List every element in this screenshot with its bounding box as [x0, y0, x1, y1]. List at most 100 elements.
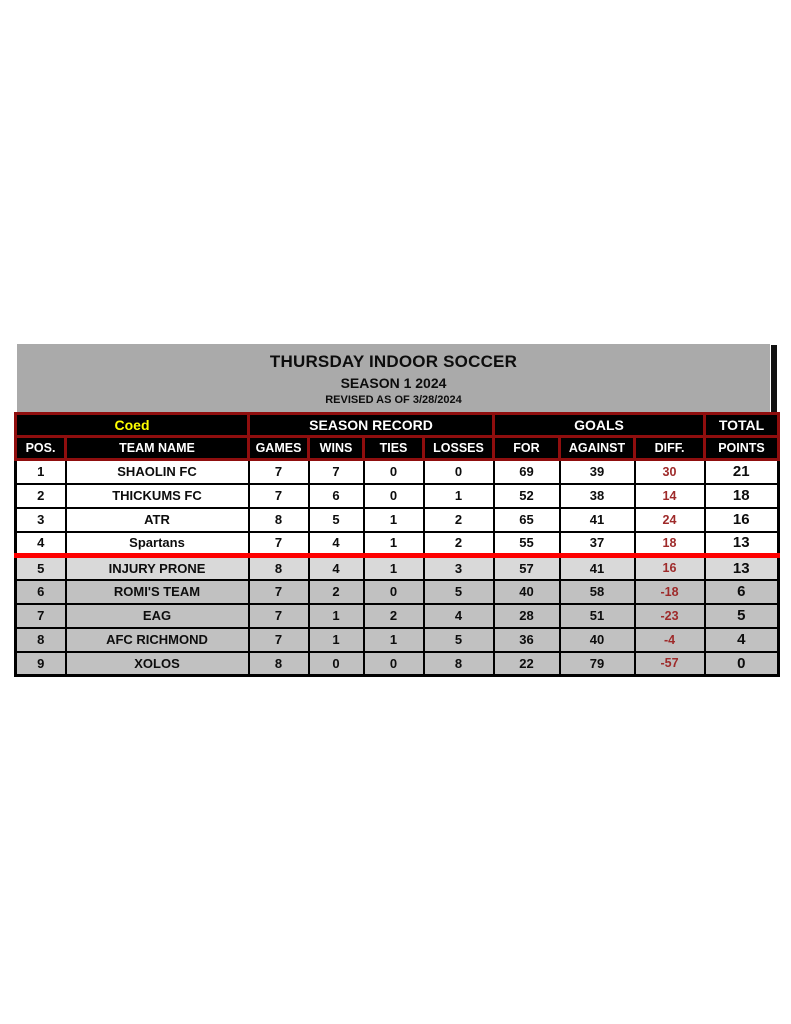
cell-wins: 1: [307, 626, 365, 653]
cell-points: 5: [703, 602, 780, 629]
cell-points: 6: [703, 578, 780, 605]
cell-games: 7: [247, 530, 310, 557]
cell-pos: 7: [14, 602, 67, 629]
cell-losses: 5: [422, 578, 495, 605]
group-header-total: TOTAL: [703, 412, 780, 438]
standings-body: 1 SHAOLIN FC 7 7 0 0 69 39 30 21 2 THICKUMS FC 7 6 0 1 5…: [14, 458, 780, 677]
cell-team: THICKUMS FC: [64, 482, 250, 509]
cell-wins: 4: [307, 553, 365, 581]
cell-diff: 18: [633, 530, 706, 557]
cell-for: 69: [492, 458, 561, 485]
cell-pos: 8: [14, 626, 67, 653]
cell-diff: -18: [633, 578, 706, 605]
cell-wins: 5: [307, 506, 365, 533]
column-header-points: POINTS: [703, 435, 780, 461]
cell-points: 0: [703, 650, 780, 677]
cell-diff: 16: [633, 553, 706, 581]
cell-games: 8: [247, 506, 310, 533]
column-header-games: GAMES: [247, 435, 310, 461]
cell-pos: 2: [14, 482, 67, 509]
cell-against: 40: [558, 626, 636, 653]
cell-ties: 0: [362, 482, 425, 509]
cell-ties: 0: [362, 458, 425, 485]
column-header-diff-: DIFF.: [633, 435, 706, 461]
cell-points: 13: [703, 553, 780, 581]
table-row: 4 Spartans 7 4 1 2 55 37 18 13: [14, 530, 780, 557]
table-row: 2 THICKUMS FC 7 6 0 1 52 38 14 18: [14, 482, 780, 509]
cell-against: 79: [558, 650, 636, 677]
table-row: 7 EAG 7 1 2 4 28 51 -23 5: [14, 602, 780, 629]
table-row: 3 ATR 8 5 1 2 65 41 24 16: [14, 506, 780, 533]
cell-ties: 1: [362, 626, 425, 653]
cell-for: 36: [492, 626, 561, 653]
cell-losses: 5: [422, 626, 495, 653]
table-row: 6 ROMI'S TEAM 7 2 0 5 40 58 -18 6: [14, 578, 780, 605]
cell-losses: 3: [422, 553, 495, 581]
page-title: THURSDAY INDOOR SOCCER: [269, 352, 518, 371]
cell-games: 7: [247, 626, 310, 653]
cell-against: 51: [558, 602, 636, 629]
standings-table: Coed SEASON RECORD GOALS TOTAL POS. TEAM NAM…: [14, 412, 780, 677]
column-header-losses: LOSSES: [422, 435, 495, 461]
cell-for: 52: [492, 482, 561, 509]
table-row: 5 INJURY PRONE 8 4 1 3 57 41 16 13: [14, 553, 780, 581]
cell-wins: 0: [307, 650, 365, 677]
cell-for: 40: [492, 578, 561, 605]
cell-for: 28: [492, 602, 561, 629]
cell-team: ROMI'S TEAM: [64, 578, 250, 605]
cell-diff: -23: [633, 602, 706, 629]
cell-team: XOLOS: [64, 650, 250, 677]
cell-games: 7: [247, 482, 310, 509]
cell-wins: 4: [307, 530, 365, 557]
cell-diff: 24: [633, 506, 706, 533]
cell-losses: 4: [422, 602, 495, 629]
cell-ties: 2: [362, 602, 425, 629]
cell-pos: 5: [14, 553, 67, 581]
season-subtitle: SEASON 1 2024: [340, 375, 447, 391]
column-header-for: FOR: [492, 435, 561, 461]
cell-losses: 2: [422, 530, 495, 557]
title-block: THURSDAY INDOOR SOCCER SEASON 1 2024 REV…: [17, 344, 770, 412]
cell-points: 13: [703, 530, 780, 557]
cell-losses: 2: [422, 506, 495, 533]
cell-team: AFC RICHMOND: [64, 626, 250, 653]
column-header-ties: TIES: [362, 435, 425, 461]
title-block-edge: [771, 345, 777, 412]
cell-team: INJURY PRONE: [64, 553, 250, 581]
cell-against: 38: [558, 482, 636, 509]
cell-team: ATR: [64, 506, 250, 533]
cell-for: 22: [492, 650, 561, 677]
cell-games: 7: [247, 458, 310, 485]
cell-games: 8: [247, 650, 310, 677]
cell-diff: 14: [633, 482, 706, 509]
cell-pos: 3: [14, 506, 67, 533]
cell-ties: 1: [362, 506, 425, 533]
group-header-goals: GOALS: [492, 412, 706, 438]
table-row: 1 SHAOLIN FC 7 7 0 0 69 39 30 21: [14, 458, 780, 485]
cell-pos: 6: [14, 578, 67, 605]
cell-ties: 0: [362, 578, 425, 605]
table-row: 9 XOLOS 8 0 0 8 22 79 -57 0: [14, 650, 780, 677]
cell-ties: 0: [362, 650, 425, 677]
cell-for: 57: [492, 553, 561, 581]
column-header-pos-: POS.: [14, 435, 67, 461]
cell-losses: 0: [422, 458, 495, 485]
group-header-season-record: SEASON RECORD: [247, 412, 495, 438]
cell-wins: 7: [307, 458, 365, 485]
cell-games: 7: [247, 578, 310, 605]
cell-team: Spartans: [64, 530, 250, 557]
cell-points: 21: [703, 458, 780, 485]
group-header-row: Coed SEASON RECORD GOALS TOTAL: [14, 412, 780, 438]
column-header-wins: WINS: [307, 435, 365, 461]
standings-header: Coed SEASON RECORD GOALS TOTAL POS. TEAM NAM…: [14, 412, 780, 461]
cell-team: SHAOLIN FC: [64, 458, 250, 485]
cell-for: 65: [492, 506, 561, 533]
cell-wins: 6: [307, 482, 365, 509]
cell-team: EAG: [64, 602, 250, 629]
column-header-team-name: TEAM NAME: [64, 435, 250, 461]
cell-against: 41: [558, 553, 636, 581]
cell-points: 4: [703, 626, 780, 653]
table-row: 8 AFC RICHMOND 7 1 1 5 36 40 -4 4: [14, 626, 780, 653]
cell-diff: -57: [633, 650, 706, 677]
